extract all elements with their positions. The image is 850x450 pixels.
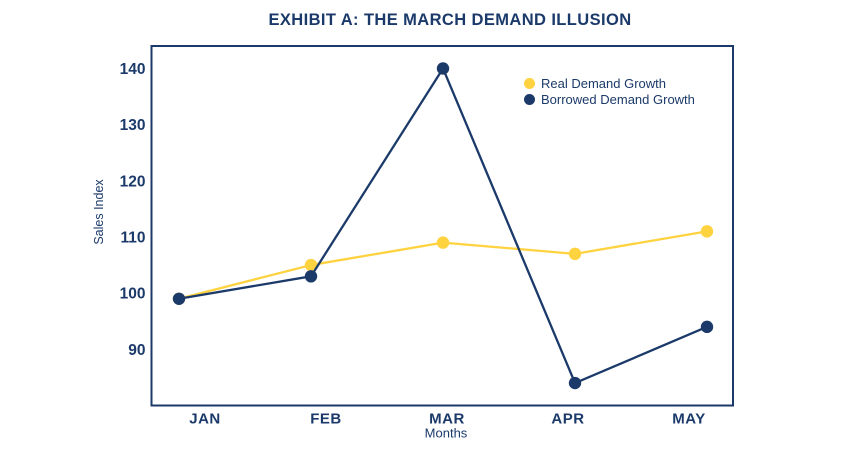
x-axis-label: Months — [424, 425, 468, 441]
y-tick-label-90: 90 — [128, 342, 145, 359]
y-tick-label-140: 140 — [120, 61, 146, 78]
x-tick-label-mar: MAR — [429, 411, 465, 428]
legend-item-borrowed-demand-growth: Borrowed Demand Growth — [524, 91, 695, 107]
y-tick-label-120: 120 — [120, 173, 146, 190]
data-point-borrowed-demand-growth-jan — [172, 292, 186, 305]
legend: Real Demand Growth Borrowed Demand Growth — [524, 75, 695, 107]
data-point-borrowed-demand-growth-may — [700, 320, 714, 334]
series-line-borrowed-demand-growth — [177, 67, 709, 385]
legend-swatch-borrowed-demand-growth — [524, 93, 535, 105]
x-tick-label-apr: APR — [551, 411, 584, 428]
data-point-real-demand-growth-may — [700, 225, 714, 238]
data-point-real-demand-growth-apr — [568, 247, 582, 261]
x-tick-label-may: MAY — [672, 411, 705, 428]
y-tick-label-110: 110 — [120, 229, 145, 246]
data-point-borrowed-demand-growth-apr — [568, 376, 582, 390]
y-tick-label-130: 130 — [120, 117, 146, 134]
legend-label-borrowed-demand-growth: Borrowed Demand Growth — [541, 91, 695, 107]
data-point-borrowed-demand-growth-mar — [436, 62, 450, 75]
data-point-real-demand-growth-feb — [304, 258, 318, 272]
legend-label-real-demand-growth: Real Demand Growth — [541, 75, 666, 91]
data-point-borrowed-demand-growth-feb — [304, 270, 318, 283]
legend-item-real-demand-growth: Real Demand Growth — [524, 75, 695, 91]
chart-title: EXHIBIT A: THE MARCH DEMAND ILLUSION — [268, 11, 632, 29]
x-tick-label-jan: JAN — [189, 411, 221, 428]
data-point-real-demand-growth-mar — [436, 236, 450, 249]
legend-swatch-real-demand-growth — [524, 77, 535, 89]
y-tick-label-100: 100 — [120, 286, 146, 303]
x-tick-label-feb: FEB — [310, 411, 342, 428]
plot-border — [150, 45, 734, 407]
